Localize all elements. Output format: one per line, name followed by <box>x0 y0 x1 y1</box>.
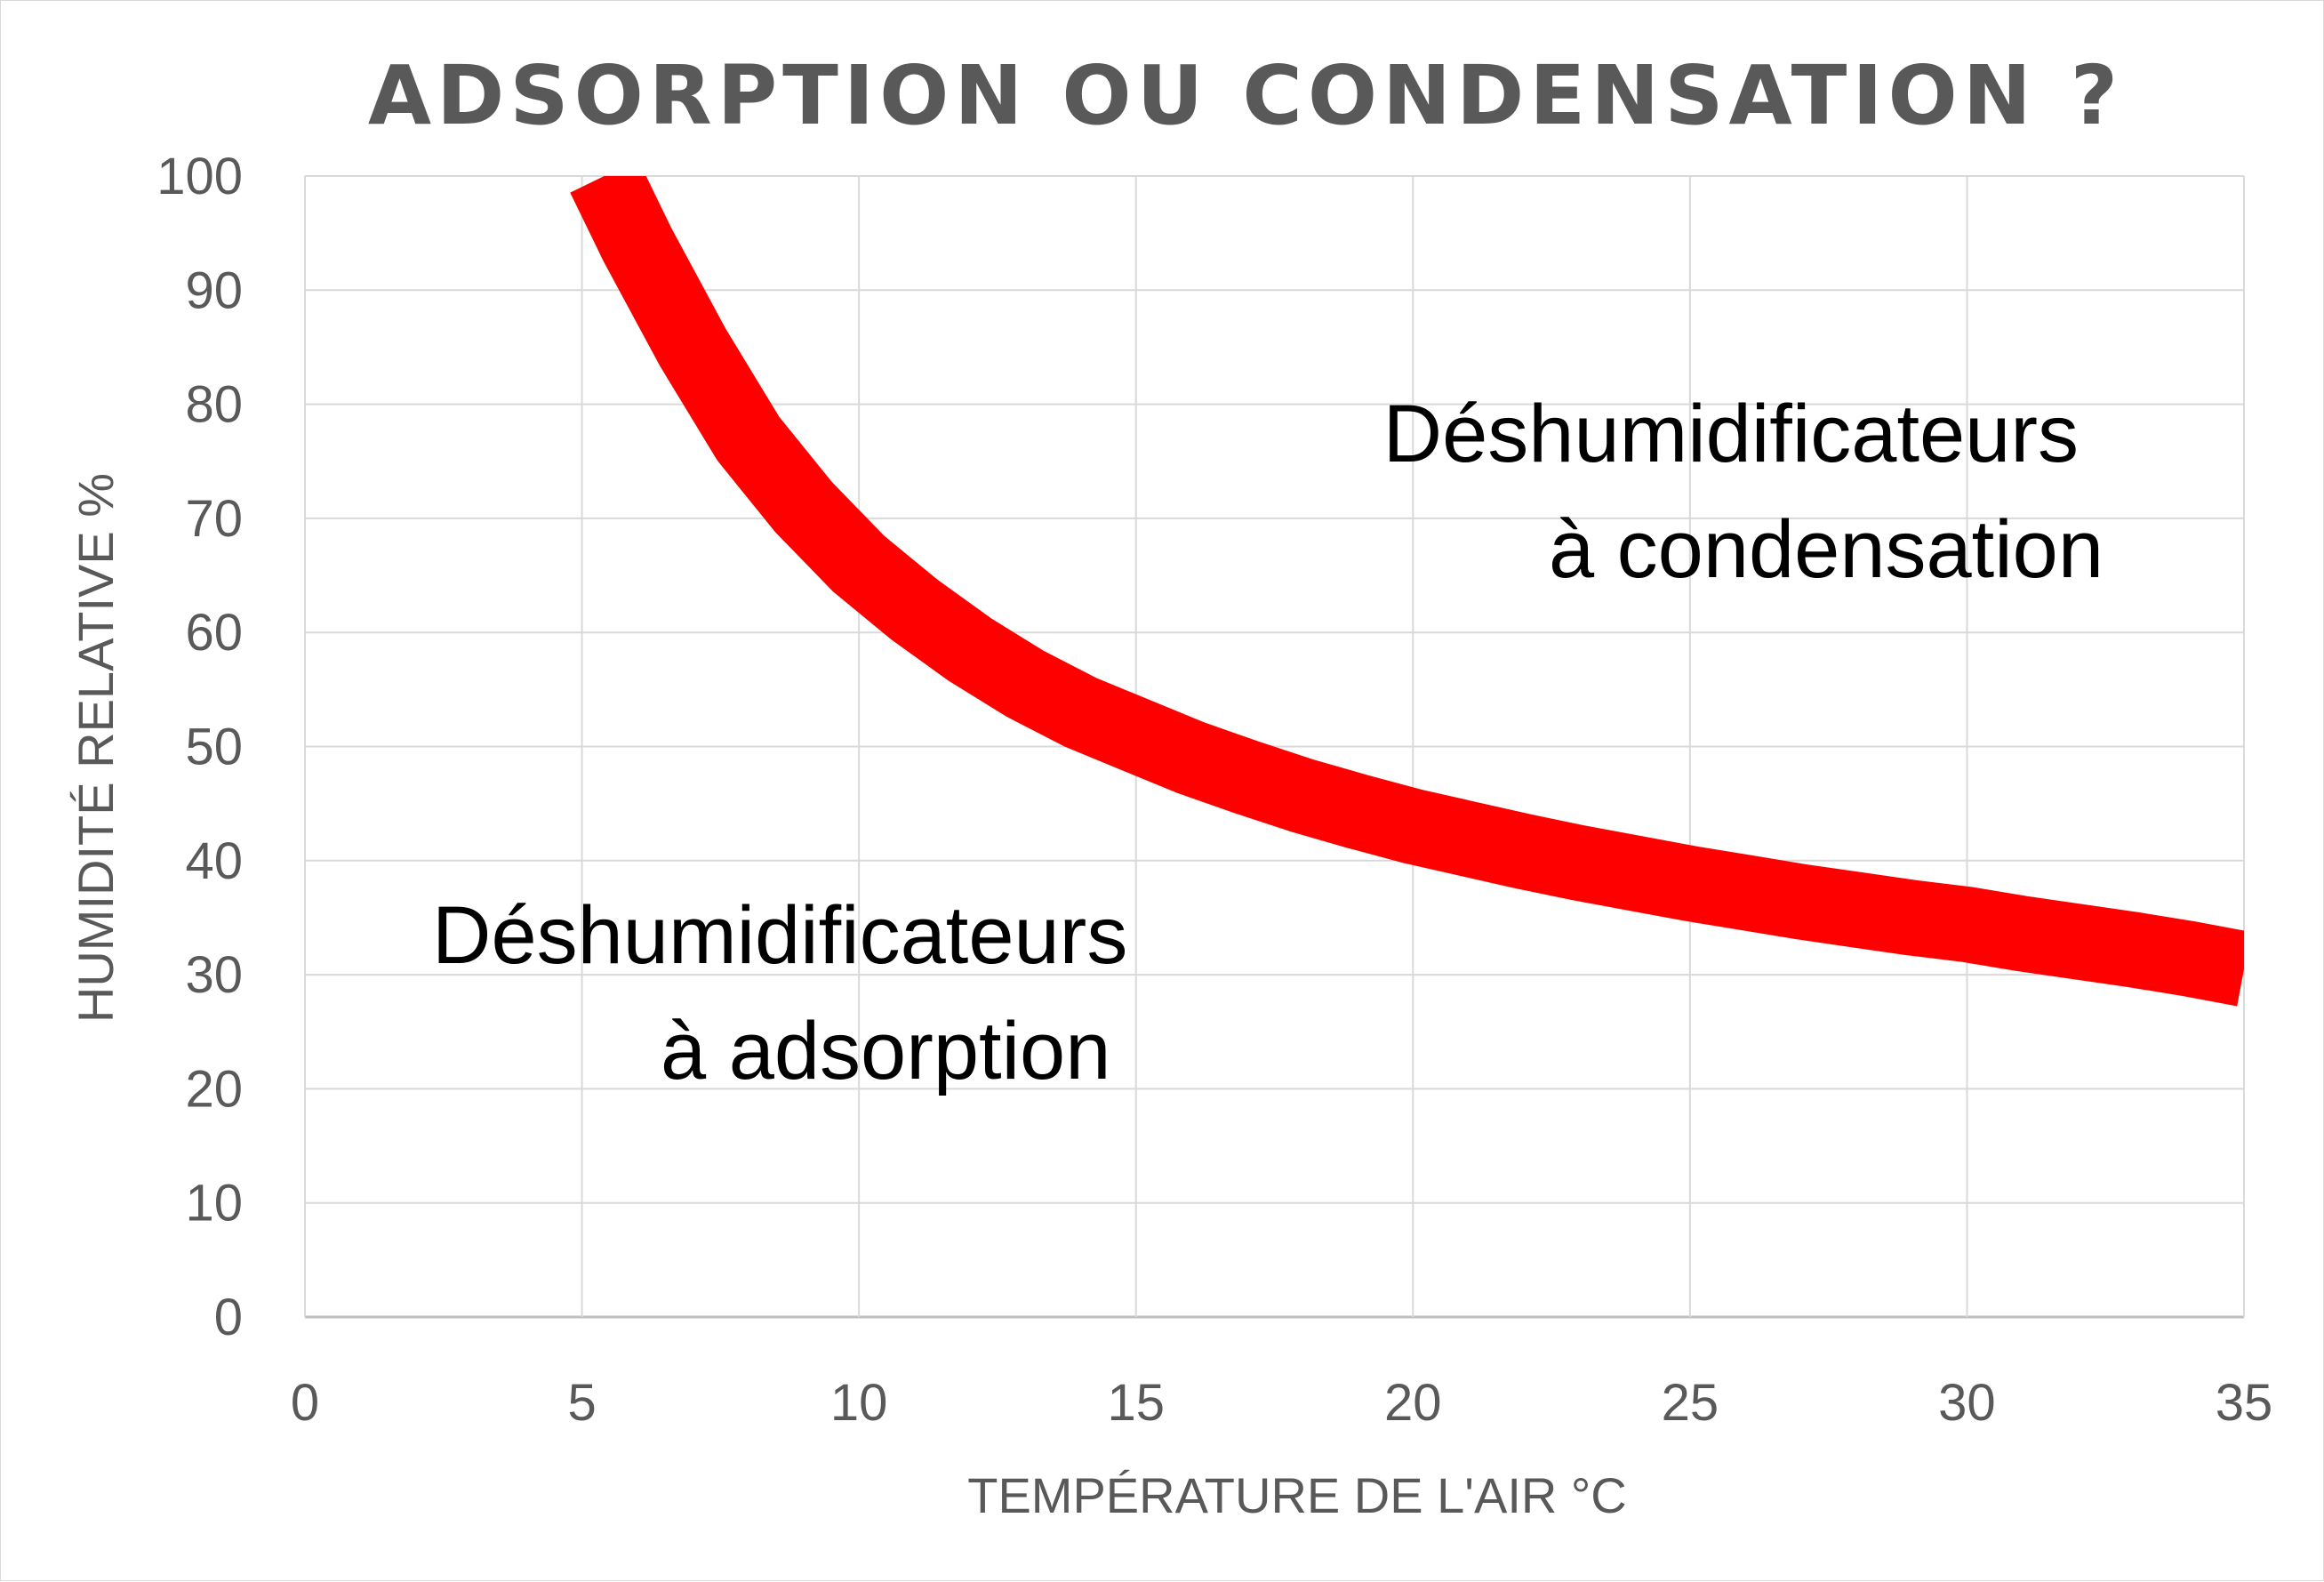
x-tick-label: 10 <box>830 1374 888 1432</box>
y-tick-label: 20 <box>185 1060 243 1118</box>
data-point <box>1578 862 1580 863</box>
data-point <box>1024 683 1026 685</box>
data-point <box>1523 851 1525 853</box>
x-axis-title: TEMPÉRATURE DE L'AIR °C <box>967 1467 1626 1523</box>
data-point <box>1800 901 1802 903</box>
data-point <box>692 347 693 349</box>
data-point <box>1468 838 1470 839</box>
y-tick-label: 60 <box>185 604 243 662</box>
data-point <box>2132 949 2134 951</box>
x-tick-label: 15 <box>1107 1374 1165 1432</box>
annotation-adsorption-line1: Déshumidificateurs <box>432 890 1127 981</box>
x-tick-label: 25 <box>1662 1374 1719 1432</box>
x-tick-label: 30 <box>1938 1374 1996 1432</box>
y-tick-label: 40 <box>185 832 243 890</box>
data-point <box>2188 958 2190 960</box>
y-axis-title: HUMIDITÉ RELATIVE % <box>68 473 124 1023</box>
data-point <box>2022 933 2023 935</box>
annotation-condensation-line1: Déshumidificateurs <box>1383 389 2079 479</box>
data-point <box>1079 711 1081 713</box>
data-point <box>2077 941 2079 943</box>
annotation-condensation-line2: à condensation <box>1549 504 2104 595</box>
data-point <box>748 438 749 439</box>
y-tick-label: 100 <box>156 148 243 205</box>
series-line <box>570 176 2244 1007</box>
y-tick-label: 30 <box>185 946 243 1004</box>
data-point <box>1966 924 1967 926</box>
data-point <box>637 244 638 245</box>
series-group <box>570 176 2244 1007</box>
data-point <box>1302 795 1303 797</box>
data-point <box>1246 776 1247 778</box>
grid <box>304 175 2245 1319</box>
data-point <box>1135 735 1137 736</box>
data-point <box>1911 917 1912 919</box>
x-tick-label: 5 <box>567 1374 596 1432</box>
annotation-adsorption-line2: à adsorption <box>661 1006 1110 1096</box>
y-tick-label: 50 <box>185 719 243 776</box>
x-tick-label: 0 <box>291 1374 319 1432</box>
y-tick-label: 80 <box>185 376 243 434</box>
data-point <box>1855 909 1857 911</box>
y-tick-label: 10 <box>185 1175 243 1233</box>
data-point <box>969 648 971 650</box>
x-tick-label: 35 <box>2216 1374 2273 1432</box>
y-tick-label: 90 <box>185 261 243 319</box>
y-tick-label: 0 <box>214 1289 243 1346</box>
chart-title: ADSORPTION OU CONDENSATION ? <box>368 48 2123 143</box>
data-point <box>1412 825 1414 827</box>
data-point <box>803 506 805 508</box>
data-point <box>914 609 916 611</box>
data-point <box>1357 811 1358 813</box>
data-point <box>1190 757 1192 759</box>
data-point <box>1744 892 1746 894</box>
tick-labels: 0 10 20 30 40 50 60 70 80 90 100 0 5 10 15 20 25 30 35 <box>156 148 2272 1432</box>
y-tick-label: 70 <box>185 490 243 548</box>
x-tick-label: 20 <box>1384 1374 1442 1432</box>
data-point <box>1634 872 1636 874</box>
series-layer <box>570 176 2244 1007</box>
data-point <box>1689 883 1691 885</box>
data-point <box>858 563 860 565</box>
